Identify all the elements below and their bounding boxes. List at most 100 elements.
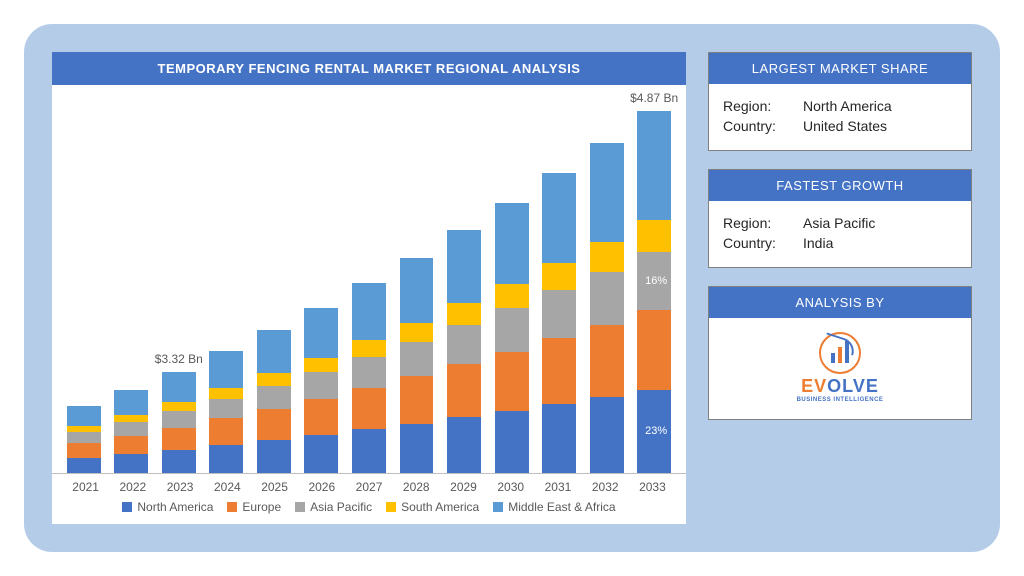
bar-segment (114, 454, 148, 473)
legend-swatch (122, 502, 132, 512)
bar-segment (447, 230, 481, 303)
legend-label: North America (137, 500, 213, 514)
bar-segment (637, 111, 671, 220)
legend-label: South America (401, 500, 479, 514)
bar-segment (590, 143, 624, 242)
card-title: LARGEST MARKET SHARE (709, 53, 971, 84)
bar-segment (447, 417, 481, 473)
bar-column (585, 113, 629, 473)
bar-segment (495, 352, 529, 411)
bar-column (110, 113, 154, 473)
bar-segment (590, 272, 624, 325)
bar-segment (209, 351, 243, 388)
bar-segment (257, 373, 291, 386)
x-tick: 2022 (109, 480, 156, 494)
bar-segment (637, 310, 671, 390)
chart-x-axis: 2021202220232024202520262027202820292030… (52, 473, 686, 494)
bar-segment (209, 418, 243, 445)
bar-segment (162, 428, 196, 450)
bar-segment (257, 440, 291, 473)
bar-column (62, 113, 106, 473)
bar-segment (352, 429, 386, 473)
bar-segment (352, 388, 386, 430)
bar-segment (114, 422, 148, 435)
x-tick: 2024 (204, 480, 251, 494)
bar-segment (162, 450, 196, 473)
legend-item: Middle East & Africa (493, 500, 615, 514)
legend-swatch (493, 502, 503, 512)
bar-segment (637, 220, 671, 253)
bar-callout: $3.32 Bn (155, 352, 203, 366)
bar-column (347, 113, 391, 473)
region-value: North America (803, 98, 892, 114)
x-tick: 2023 (156, 480, 203, 494)
bar-segment: 16% (637, 252, 671, 310)
region-value: Asia Pacific (803, 215, 875, 231)
bar-segment (495, 284, 529, 308)
bar-segment (209, 445, 243, 473)
bar-segment (67, 443, 101, 458)
bar-segment (304, 372, 338, 398)
bar-segment (542, 338, 576, 404)
x-tick: 2030 (487, 480, 534, 494)
country-label: Country: (723, 118, 797, 134)
legend-swatch (295, 502, 305, 512)
legend-swatch (227, 502, 237, 512)
x-tick: 2021 (62, 480, 109, 494)
bar-segment (67, 426, 101, 432)
chart-panel: TEMPORARY FENCING RENTAL MARKET REGIONAL… (52, 52, 686, 524)
x-tick: 2029 (440, 480, 487, 494)
bar-segment (400, 376, 434, 423)
x-tick: 2033 (629, 480, 676, 494)
bar-segment (209, 399, 243, 419)
logo-globe-icon (819, 332, 861, 374)
analysis-by-card: ANALYSIS BY EVOLVE BUSINESS INTELLIGENCE (708, 286, 972, 420)
bar-segment (114, 415, 148, 422)
bar-segment (590, 397, 624, 473)
bar-segment (447, 303, 481, 325)
brand-tagline: BUSINESS INTELLIGENCE (797, 397, 884, 403)
segment-percent-label: 16% (645, 275, 667, 287)
bar-segment (447, 364, 481, 417)
bar-segment (542, 404, 576, 473)
bar-segment (400, 342, 434, 376)
bar-segment (304, 399, 338, 435)
legend-swatch (386, 502, 396, 512)
bar-segment (257, 330, 291, 373)
country-value: United States (803, 118, 887, 134)
legend-label: Asia Pacific (310, 500, 372, 514)
bar-column (395, 113, 439, 473)
bar-callout: $4.87 Bn (630, 91, 678, 105)
bar-column (537, 113, 581, 473)
bar-segment (67, 432, 101, 443)
country-value: India (803, 235, 833, 251)
bar-column (442, 113, 486, 473)
legend-item: North America (122, 500, 213, 514)
legend-item: Europe (227, 500, 281, 514)
x-tick: 2032 (582, 480, 629, 494)
region-label: Region: (723, 215, 797, 231)
brand-name: EVOLVE (801, 376, 879, 397)
bar-segment (590, 242, 624, 272)
bar-segment (67, 458, 101, 473)
bar-segment: 23% (637, 390, 671, 473)
segment-percent-label: 23% (645, 425, 667, 437)
bar-segment (304, 435, 338, 473)
bar-segment (590, 325, 624, 398)
chart-title: TEMPORARY FENCING RENTAL MARKET REGIONAL… (52, 52, 686, 85)
x-tick: 2026 (298, 480, 345, 494)
bar-segment (67, 406, 101, 426)
bar-segment (542, 290, 576, 338)
bar-column (490, 113, 534, 473)
bar-segment (542, 173, 576, 263)
legend-item: Asia Pacific (295, 500, 372, 514)
side-column: LARGEST MARKET SHARE Region: North Ameri… (708, 52, 972, 524)
bar-segment (114, 436, 148, 454)
fastest-growth-card: FASTEST GROWTH Region: Asia Pacific Coun… (708, 169, 972, 268)
bar-column: 23%16%$4.87 Bn (632, 113, 676, 473)
bar-segment (495, 308, 529, 351)
bar-segment (304, 308, 338, 358)
legend-label: Middle East & Africa (508, 500, 615, 514)
region-label: Region: (723, 98, 797, 114)
bar-column: $3.32 Bn (157, 113, 201, 473)
